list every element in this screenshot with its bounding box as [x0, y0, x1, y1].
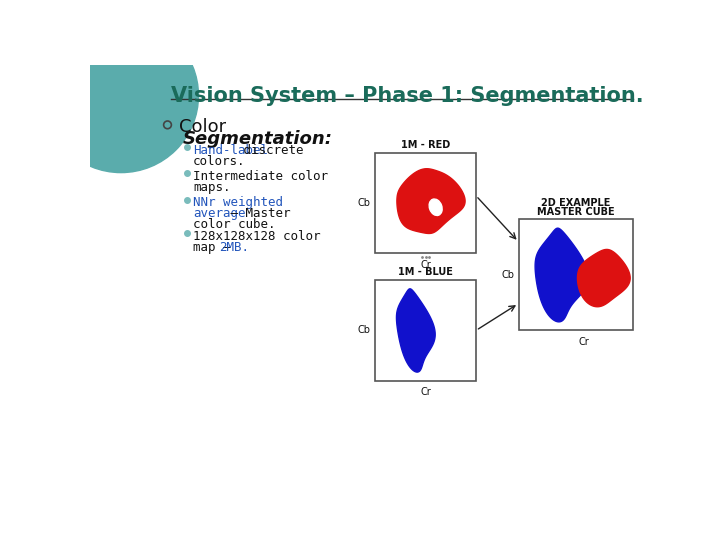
Polygon shape — [577, 249, 630, 307]
Text: Cb: Cb — [358, 198, 371, 208]
Text: 1M - BLUE: 1M - BLUE — [398, 267, 453, 278]
Text: 2MB.: 2MB. — [219, 241, 249, 254]
Circle shape — [43, 18, 199, 173]
Polygon shape — [397, 168, 465, 233]
Text: Cr: Cr — [420, 260, 431, 269]
Text: discrete: discrete — [236, 144, 304, 157]
Text: Cr: Cr — [420, 387, 431, 397]
Bar — [375, 153, 476, 253]
Bar — [518, 219, 634, 330]
Text: Cr: Cr — [578, 336, 589, 347]
Text: Hand-label: Hand-label — [193, 144, 268, 157]
Text: maps.: maps. — [193, 181, 230, 194]
Bar — [375, 280, 476, 381]
Text: colors.: colors. — [193, 155, 246, 168]
Text: Intermediate color: Intermediate color — [193, 170, 328, 183]
Text: – Master: – Master — [223, 207, 291, 220]
Polygon shape — [535, 228, 588, 322]
Text: Segmentation:: Segmentation: — [183, 130, 333, 148]
Text: Vision System – Phase 1: Segmentation.: Vision System – Phase 1: Segmentation. — [171, 85, 644, 106]
Text: 2D EXAMPLE: 2D EXAMPLE — [541, 198, 611, 208]
Text: 1M - RED: 1M - RED — [401, 140, 450, 150]
Text: map –: map – — [193, 241, 238, 254]
Text: 128x128x128 color: 128x128x128 color — [193, 231, 320, 244]
Text: average: average — [193, 207, 246, 220]
Text: NNr weighted: NNr weighted — [193, 197, 283, 210]
Text: Cb: Cb — [501, 269, 514, 280]
Text: Cb: Cb — [358, 326, 371, 335]
Circle shape — [24, 0, 179, 150]
Text: Color: Color — [179, 118, 226, 136]
Ellipse shape — [429, 199, 442, 215]
Polygon shape — [397, 289, 435, 372]
Text: color cube.: color cube. — [193, 218, 276, 231]
Text: MASTER CUBE: MASTER CUBE — [537, 207, 615, 217]
